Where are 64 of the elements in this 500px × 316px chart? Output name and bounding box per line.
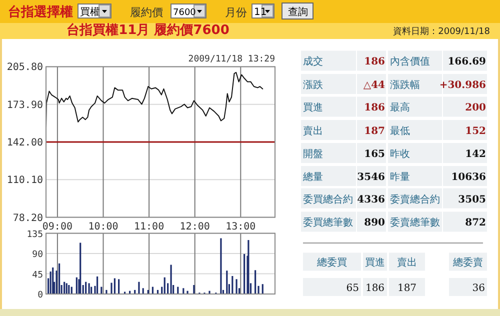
text: 資料日期：2009/11/18 bbox=[393, 26, 490, 37]
text: 買進 bbox=[303, 102, 323, 114]
text: 200 bbox=[465, 102, 486, 114]
y-tick-label: 205.80 bbox=[6, 62, 43, 74]
text: 65 bbox=[346, 283, 359, 294]
text: 成交 bbox=[303, 56, 323, 68]
x-tick-label: 12:00 bbox=[180, 221, 210, 232]
text: 委買總筆數 bbox=[303, 216, 353, 229]
text: 賣出 bbox=[397, 256, 417, 268]
text: 昨量 bbox=[390, 171, 410, 183]
x-tick-label: 10:00 bbox=[88, 221, 118, 232]
text: 最低 bbox=[390, 126, 410, 137]
text: 11 bbox=[254, 7, 267, 18]
text: 買進 bbox=[365, 256, 385, 268]
y-tick-label: 135 bbox=[26, 230, 43, 240]
text: 890 bbox=[364, 218, 386, 229]
text: 月份 bbox=[225, 6, 247, 19]
text: 3546 bbox=[357, 172, 386, 183]
text: 昨收 bbox=[390, 148, 410, 160]
text: +30.986 bbox=[439, 80, 486, 91]
text: 872 bbox=[465, 218, 486, 229]
text: 漲跌 bbox=[303, 79, 323, 91]
text: 165 bbox=[364, 149, 386, 160]
x-tick-label: 09:00 bbox=[42, 221, 73, 232]
text: △44 bbox=[363, 80, 386, 91]
text: 187 bbox=[397, 283, 417, 294]
text: 152 bbox=[465, 126, 486, 137]
text: 總委買 bbox=[316, 256, 347, 268]
text: 最高 bbox=[390, 102, 410, 114]
y-tick-label: 45 bbox=[32, 270, 43, 280]
text: 賣出 bbox=[303, 125, 323, 137]
text: 買權 bbox=[80, 6, 100, 18]
text: 166.69 bbox=[448, 56, 486, 68]
text: 內含價值 bbox=[390, 56, 430, 68]
text: 142 bbox=[465, 149, 486, 160]
y-tick-label: 78.20 bbox=[12, 212, 43, 224]
text: 4336 bbox=[357, 194, 386, 206]
text: 36 bbox=[472, 283, 485, 294]
x-tick-label: 11:00 bbox=[134, 221, 164, 232]
x-tick-label: 13:00 bbox=[226, 221, 256, 232]
text: 10636 bbox=[451, 172, 486, 183]
text: 查詢 bbox=[288, 6, 308, 18]
text: 漲跌幅 bbox=[390, 79, 420, 91]
text: 7600 bbox=[173, 8, 196, 18]
text: 開盤 bbox=[303, 148, 323, 160]
text: 履約價 bbox=[130, 6, 163, 19]
text: 委賣總筆數 bbox=[390, 216, 440, 229]
y-tick-label: 90 bbox=[32, 250, 43, 260]
text: 委買總合約 bbox=[303, 193, 353, 206]
chart-title: 台指買權11月 履約價7600 bbox=[66, 22, 230, 38]
text: 186 bbox=[364, 102, 386, 114]
text: 186 bbox=[364, 56, 386, 68]
text: 186 bbox=[365, 283, 385, 294]
text: 總委賣 bbox=[452, 256, 483, 268]
text: 總量 bbox=[302, 171, 323, 183]
text: 187 bbox=[364, 126, 386, 137]
y-tick-label: 173.90 bbox=[6, 100, 43, 111]
text: 3505 bbox=[458, 194, 486, 206]
y-tick-label: 0 bbox=[38, 290, 43, 300]
y-tick-label: 142.00 bbox=[6, 138, 43, 148]
text: 台指選擇權 bbox=[8, 4, 73, 20]
text: 2009/11/18 13:29 bbox=[188, 54, 275, 65]
y-tick-label: 110.10 bbox=[6, 175, 43, 186]
text: 委賣總合約 bbox=[390, 193, 440, 206]
